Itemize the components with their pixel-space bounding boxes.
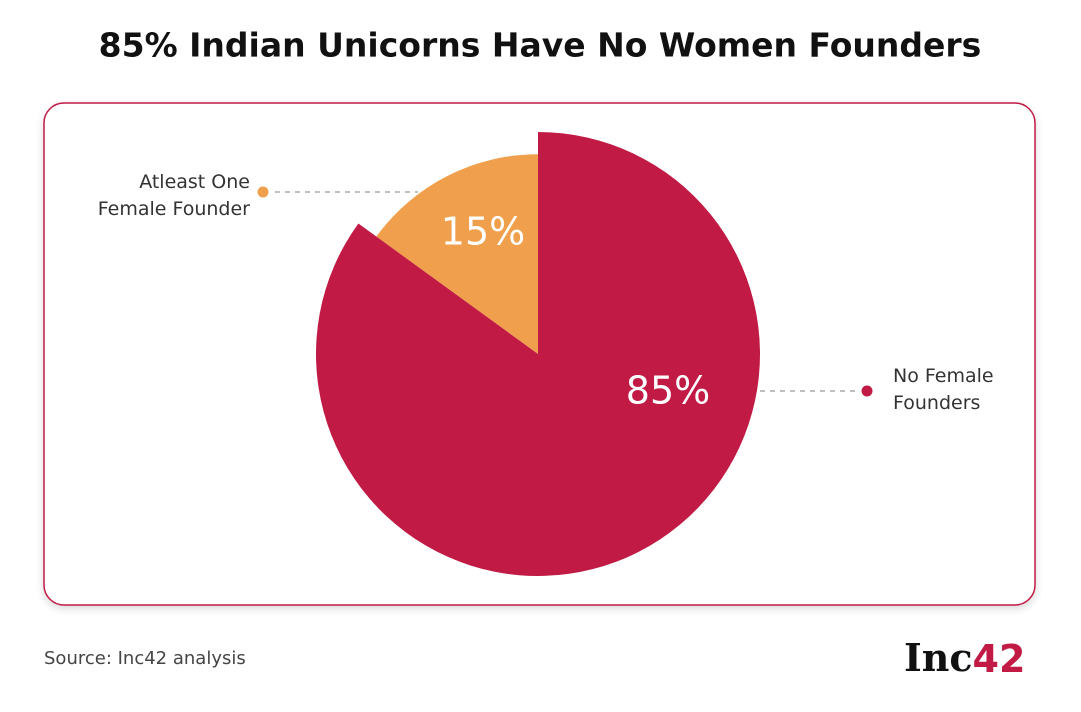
value-label: 85%: [626, 369, 710, 413]
pie-slice: [316, 132, 760, 576]
legend-dot: [861, 385, 873, 397]
pie-slice: [376, 154, 538, 354]
logo-text: Inc: [904, 635, 973, 680]
source-note: Source: Inc42 analysis: [44, 648, 246, 669]
legend-label: Atleast One Female Founder: [97, 171, 250, 220]
value-label: 15%: [441, 210, 525, 254]
legend-label: No Female Founders: [893, 365, 994, 414]
chart-title: 85% Indian Unicorns Have No Women Founde…: [99, 26, 982, 65]
logo-accent: 42: [973, 637, 1026, 681]
logo: Inc42: [904, 635, 1025, 681]
legend-dot: [257, 186, 269, 198]
